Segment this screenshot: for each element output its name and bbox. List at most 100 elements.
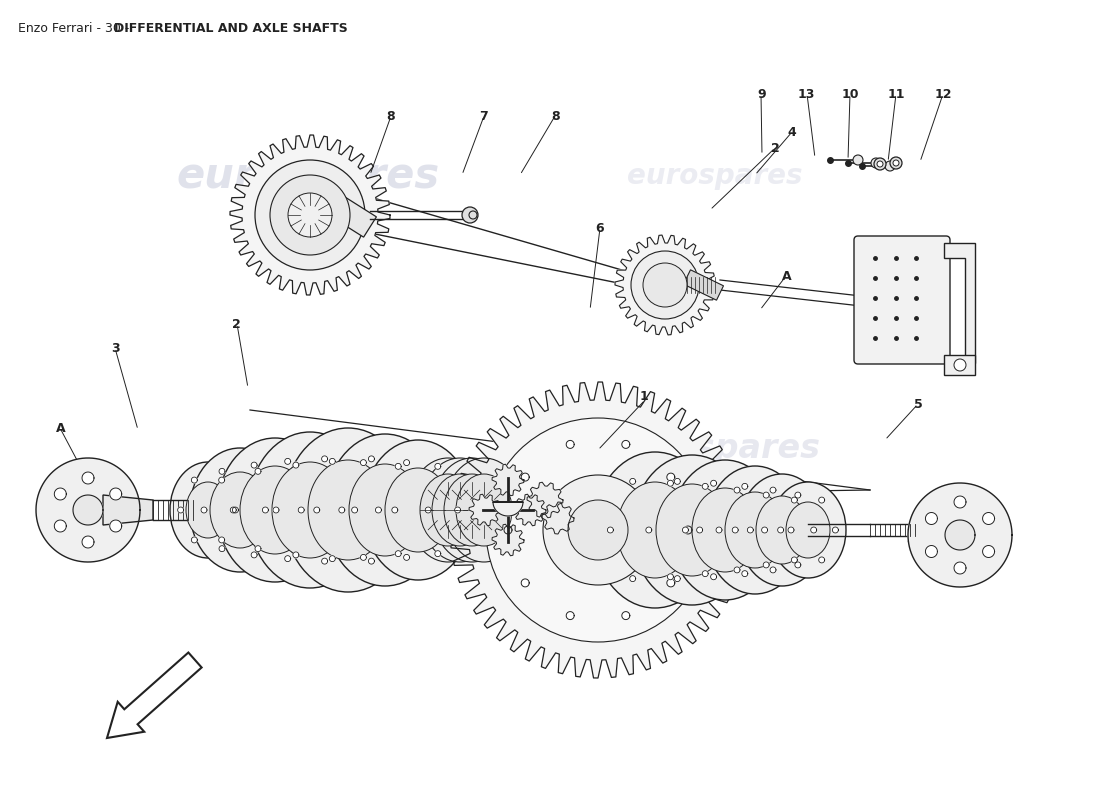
- Polygon shape: [696, 527, 703, 533]
- Polygon shape: [339, 507, 344, 513]
- Ellipse shape: [656, 484, 728, 576]
- Polygon shape: [82, 536, 94, 548]
- Polygon shape: [811, 527, 816, 533]
- Ellipse shape: [617, 482, 693, 578]
- Polygon shape: [404, 554, 409, 560]
- Polygon shape: [788, 527, 794, 533]
- Polygon shape: [110, 488, 122, 500]
- Polygon shape: [392, 507, 398, 513]
- Polygon shape: [469, 494, 500, 526]
- Text: A: A: [782, 270, 791, 282]
- Polygon shape: [395, 463, 402, 470]
- Polygon shape: [521, 473, 529, 481]
- Polygon shape: [219, 546, 225, 552]
- Ellipse shape: [420, 458, 500, 562]
- Polygon shape: [667, 579, 674, 587]
- Polygon shape: [791, 557, 798, 563]
- Polygon shape: [702, 570, 708, 577]
- Polygon shape: [321, 558, 328, 564]
- Ellipse shape: [648, 283, 662, 298]
- Polygon shape: [361, 460, 366, 466]
- Polygon shape: [944, 355, 975, 375]
- Ellipse shape: [632, 455, 752, 605]
- Polygon shape: [395, 550, 402, 557]
- Polygon shape: [733, 527, 738, 533]
- Polygon shape: [741, 483, 748, 490]
- Ellipse shape: [349, 464, 421, 556]
- FancyBboxPatch shape: [854, 236, 950, 364]
- Polygon shape: [434, 463, 441, 470]
- Text: eurospares: eurospares: [627, 162, 803, 190]
- Polygon shape: [263, 507, 268, 513]
- Ellipse shape: [324, 434, 446, 586]
- Polygon shape: [763, 562, 769, 568]
- Ellipse shape: [770, 482, 846, 578]
- Text: 1: 1: [639, 390, 648, 402]
- Polygon shape: [285, 458, 290, 464]
- Polygon shape: [908, 483, 1012, 587]
- Ellipse shape: [725, 492, 785, 568]
- Polygon shape: [621, 441, 630, 449]
- Polygon shape: [375, 507, 382, 513]
- Polygon shape: [566, 611, 574, 619]
- Polygon shape: [492, 524, 524, 556]
- Polygon shape: [255, 546, 261, 552]
- Polygon shape: [734, 567, 740, 573]
- Ellipse shape: [738, 474, 826, 586]
- Ellipse shape: [543, 475, 653, 585]
- Polygon shape: [667, 473, 674, 481]
- Polygon shape: [945, 520, 975, 550]
- Ellipse shape: [444, 458, 524, 562]
- Polygon shape: [404, 460, 409, 466]
- Polygon shape: [450, 382, 746, 678]
- Ellipse shape: [648, 273, 662, 286]
- Ellipse shape: [190, 448, 290, 572]
- Polygon shape: [103, 495, 153, 525]
- Ellipse shape: [363, 440, 473, 580]
- Polygon shape: [795, 562, 801, 568]
- Polygon shape: [684, 526, 692, 534]
- Text: eurospares: eurospares: [609, 431, 821, 465]
- Polygon shape: [818, 557, 825, 563]
- Ellipse shape: [255, 160, 365, 270]
- Ellipse shape: [270, 175, 350, 255]
- Text: 5: 5: [914, 398, 923, 410]
- Text: DIFFERENTIAL AND AXLE SHAFTS: DIFFERENTIAL AND AXLE SHAFTS: [114, 22, 348, 35]
- Polygon shape: [615, 235, 715, 335]
- Polygon shape: [251, 552, 257, 558]
- Ellipse shape: [217, 438, 333, 582]
- Polygon shape: [219, 477, 224, 483]
- Ellipse shape: [593, 452, 717, 608]
- Polygon shape: [629, 576, 636, 582]
- Ellipse shape: [283, 428, 412, 592]
- Polygon shape: [177, 507, 184, 513]
- Polygon shape: [674, 576, 680, 582]
- Ellipse shape: [877, 161, 883, 167]
- Polygon shape: [504, 526, 512, 534]
- Text: 3: 3: [111, 342, 120, 354]
- Ellipse shape: [462, 207, 478, 223]
- Polygon shape: [514, 494, 546, 526]
- Polygon shape: [621, 611, 630, 619]
- Polygon shape: [770, 567, 776, 573]
- Polygon shape: [329, 556, 336, 562]
- Ellipse shape: [670, 460, 780, 600]
- Polygon shape: [454, 507, 461, 513]
- Polygon shape: [191, 537, 197, 543]
- Polygon shape: [329, 458, 336, 464]
- Polygon shape: [770, 487, 776, 493]
- Text: A: A: [56, 422, 65, 434]
- Polygon shape: [833, 527, 838, 533]
- FancyArrow shape: [107, 653, 201, 738]
- Polygon shape: [36, 458, 140, 562]
- Polygon shape: [230, 135, 390, 295]
- Polygon shape: [607, 527, 614, 533]
- Ellipse shape: [432, 458, 512, 562]
- Polygon shape: [314, 507, 320, 513]
- Ellipse shape: [786, 502, 830, 558]
- Ellipse shape: [756, 496, 808, 564]
- Text: 8: 8: [551, 110, 560, 122]
- Polygon shape: [778, 527, 783, 533]
- Polygon shape: [925, 513, 937, 525]
- Polygon shape: [982, 513, 994, 525]
